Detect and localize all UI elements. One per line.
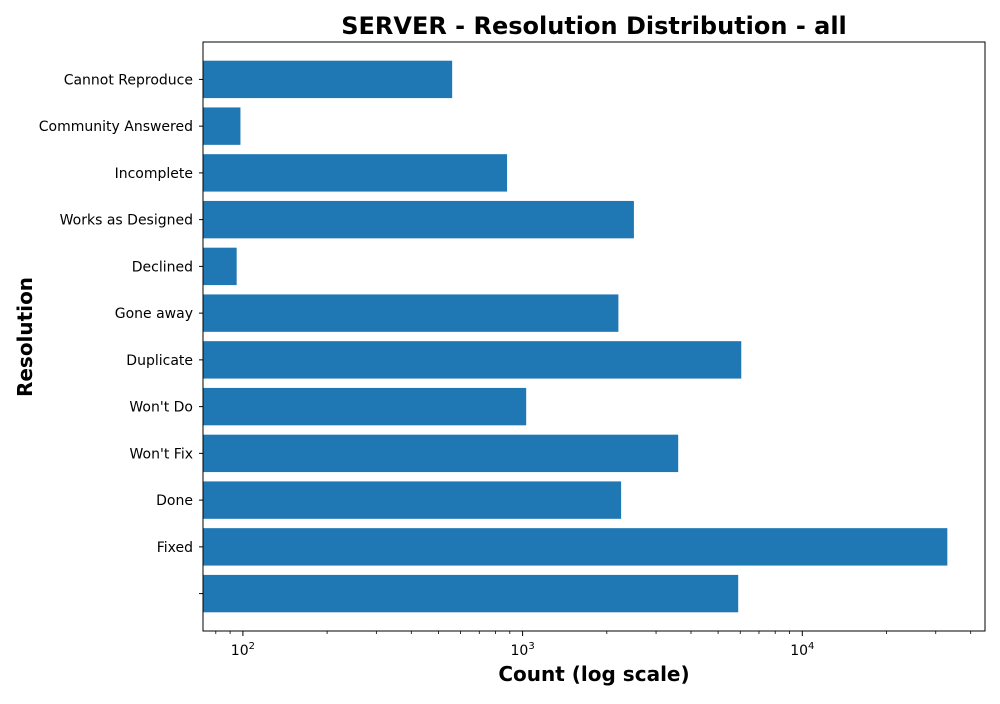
bar [203,154,508,192]
y-tick-label: Incomplete [115,166,193,182]
y-tick-label: Fixed [157,540,193,556]
bar [203,107,241,145]
bar [203,247,237,286]
x-tick-label: 102 [231,641,255,659]
bar [203,60,453,99]
bar [203,294,619,332]
bar [203,341,742,379]
y-tick-label: Gone away [115,306,193,322]
y-tick-label: Community Answered [39,119,193,135]
x-axis-label: Count (log scale) [498,662,689,686]
bar [203,574,739,613]
bar [203,434,679,473]
bar [203,528,948,566]
plot-frame [202,41,986,632]
y-tick-label: Declined [132,259,193,275]
bars-group [203,60,948,613]
y-axis-ticks: Fixed Done Won't Fix Won't Do Duplicate Gone … [39,72,203,595]
y-tick-label: Cannot Reproduce [64,72,193,88]
y-tick-label: Won't Fix [130,446,193,462]
bar [203,481,622,519]
bar [203,200,634,239]
y-tick-label: Won't Do [129,400,193,416]
chart-title: SERVER - Resolution Distribution - all [341,12,847,40]
y-axis-label: Resolution [13,277,37,397]
x-axis-ticks: 102 103 104 [215,631,972,659]
y-tick-label: Done [156,493,193,509]
bar [203,387,527,426]
x-tick-label: 103 [510,641,534,659]
y-tick-label: Duplicate [126,353,193,369]
y-tick-label: Works as Designed [60,213,193,229]
x-tick-label: 104 [790,641,814,659]
